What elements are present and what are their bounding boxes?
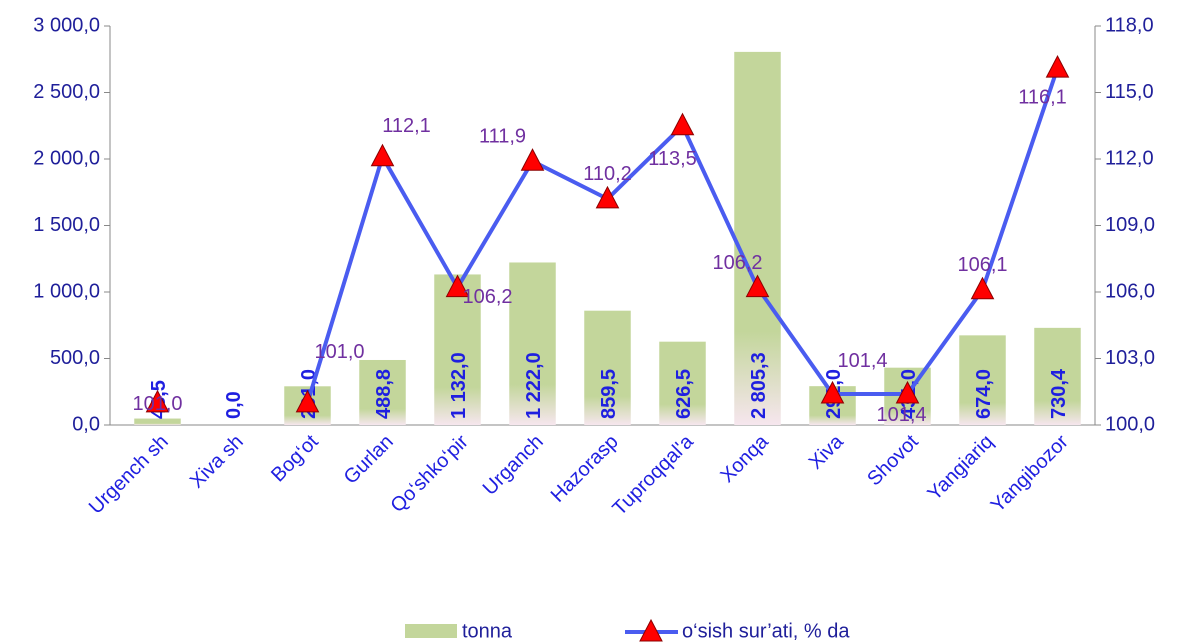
bar bbox=[959, 335, 1006, 425]
bar-value-label: 488,8 bbox=[373, 369, 395, 419]
x-tick-label: Xiva bbox=[805, 430, 849, 474]
y-tick-label: 1 500,0 bbox=[33, 214, 100, 236]
y2-tick-label: 106,0 bbox=[1105, 280, 1155, 302]
x-tick-label: Yangiariq bbox=[924, 431, 998, 505]
x-tick-label: Bog‘ot bbox=[267, 430, 323, 486]
y-tick-label: 500,0 bbox=[50, 347, 100, 369]
line-value-label: 111,9 bbox=[479, 125, 526, 147]
bar bbox=[134, 418, 181, 425]
bar-value-label: 626,5 bbox=[673, 369, 695, 419]
line-value-label: 101,4 bbox=[876, 404, 926, 426]
y2-tick-label: 109,0 bbox=[1105, 214, 1155, 236]
x-tick-label: Xonqa bbox=[716, 430, 773, 487]
bar bbox=[1034, 327, 1081, 425]
bar bbox=[734, 51, 781, 425]
bar-value-label: 859,5 bbox=[598, 369, 620, 419]
legend-label: o‘sish sur’ati, % da bbox=[682, 620, 850, 642]
line-value-label: 110,2 bbox=[583, 163, 632, 185]
bar-value-label: 674,0 bbox=[973, 369, 995, 419]
y2-tick-label: 118,0 bbox=[1105, 14, 1154, 36]
bar bbox=[584, 310, 631, 425]
bar-value-label: 0,0 bbox=[223, 391, 245, 419]
marker bbox=[145, 389, 170, 413]
x-tick-label: Shovot bbox=[863, 430, 923, 490]
y2-tick-label: 112,0 bbox=[1105, 147, 1154, 169]
line-value-label: 101,0 bbox=[314, 341, 364, 363]
y-tick-label: 2 500,0 bbox=[33, 81, 100, 103]
line-value-label: 106,2 bbox=[462, 286, 512, 308]
y2-tick-label: 100,0 bbox=[1105, 413, 1155, 435]
marker bbox=[820, 380, 845, 404]
marker bbox=[295, 389, 320, 413]
line-value-label: 113,5 bbox=[648, 148, 697, 170]
bar-value-label: 1 222,0 bbox=[523, 352, 545, 419]
x-tick-label: Urgench sh bbox=[85, 431, 173, 519]
line-value-label: 112,1 bbox=[382, 115, 431, 137]
y-tick-label: 3 000,0 bbox=[33, 14, 100, 36]
line-value-label: 106,1 bbox=[957, 254, 1007, 276]
marker bbox=[670, 112, 695, 136]
marker bbox=[895, 380, 920, 404]
bar-value-label: 730,4 bbox=[1048, 368, 1070, 419]
bar bbox=[359, 359, 406, 425]
bar bbox=[434, 274, 481, 425]
y-tick-label: 1 000,0 bbox=[33, 280, 100, 302]
line-value-label: 116,1 bbox=[1018, 86, 1067, 108]
x-tick-label: Hazorasp bbox=[547, 431, 623, 507]
marker bbox=[970, 276, 995, 300]
marker bbox=[745, 274, 770, 298]
x-tick-label: Yangibozor bbox=[987, 430, 1073, 516]
bar bbox=[659, 341, 706, 425]
line-value-label: 101,0 bbox=[132, 393, 182, 415]
x-tick-label: Qo‘shko‘pir bbox=[386, 430, 473, 517]
legend-label: tonna bbox=[462, 620, 513, 642]
x-tick-label: Gurlan bbox=[340, 431, 398, 489]
marker bbox=[1045, 55, 1070, 78]
x-tick-label: Tuproqqal'a bbox=[608, 430, 698, 520]
legend-swatch bbox=[405, 624, 457, 638]
y-tick-label: 0,0 bbox=[72, 413, 100, 435]
x-tick-label: Xiva sh bbox=[186, 431, 248, 493]
legend-marker bbox=[639, 618, 663, 642]
line-value-label: 101,4 bbox=[837, 350, 887, 372]
marker bbox=[370, 143, 395, 167]
y2-tick-label: 115,0 bbox=[1105, 81, 1154, 103]
marker bbox=[595, 185, 620, 209]
bar-value-label: 1 132,0 bbox=[448, 352, 470, 419]
bar-value-label: 2 805,3 bbox=[748, 352, 770, 419]
x-tick-label: Urganch bbox=[479, 431, 548, 500]
y2-tick-label: 103,0 bbox=[1105, 347, 1155, 369]
marker bbox=[520, 148, 545, 171]
marker bbox=[445, 274, 470, 298]
legend: tonna o‘sish sur’ati, % da bbox=[405, 618, 850, 642]
line-value-label: 106,2 bbox=[712, 252, 762, 274]
bar bbox=[509, 262, 556, 425]
y-tick-label: 2 000,0 bbox=[33, 147, 100, 169]
